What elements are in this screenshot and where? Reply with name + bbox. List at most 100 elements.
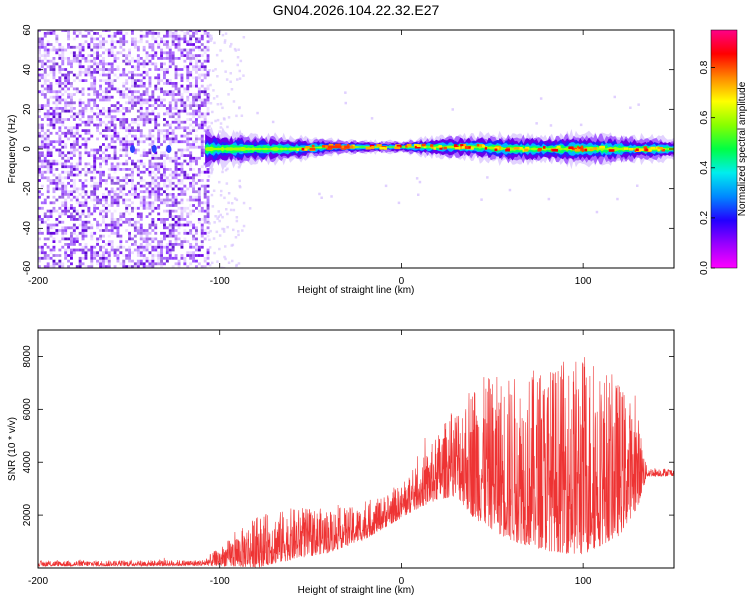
spectrogram-noise-cell — [113, 226, 117, 230]
spectrogram-noise-cell — [168, 65, 172, 69]
spectrogram-noise-cell — [177, 231, 181, 235]
spectrogram-noise-cell — [52, 109, 56, 113]
spectrogram-noise-cell — [219, 122, 223, 125]
spectrogram-noise-cell — [110, 51, 114, 55]
spectrogram-noise-cell — [49, 201, 53, 205]
spectrogram-noise-cell — [157, 181, 161, 185]
spectrogram-noise-cell — [145, 248, 149, 252]
spectrogram-noise-cell — [61, 109, 65, 113]
spectrogram-noise-cell — [160, 40, 163, 44]
spectrogram-noise-cell — [38, 223, 41, 227]
spectrogram-noise-cell — [107, 265, 111, 268]
spectrogram-noise-cell — [186, 90, 190, 94]
spectrogram-noise-cell — [61, 234, 65, 238]
spectrogram-noise-cell — [189, 54, 193, 57]
spectrogram-noise-cell — [174, 262, 178, 266]
spectrogram-noise-cell — [139, 212, 143, 216]
spectrogram-noise-cell — [125, 265, 129, 268]
spectrogram-noise-cell — [67, 131, 70, 135]
spectrogram-noise-cell — [200, 98, 204, 102]
spectrogram-noise-cell — [70, 248, 73, 252]
spectrogram-noise-cell — [192, 259, 195, 263]
spectrogram-noise-cell — [131, 173, 134, 177]
spectrogram-noise-cell — [70, 162, 73, 166]
spectrogram-noise-cell — [110, 195, 114, 199]
spectrogram-noise-cell — [104, 248, 108, 252]
spectrogram-noise-cell — [131, 218, 134, 221]
spectrogram-noise-cell — [186, 40, 190, 44]
spectrogram-noise-cell — [75, 73, 79, 77]
spectrogram-noise-cell — [43, 34, 47, 38]
spectrogram-noise-cell — [104, 79, 108, 82]
spectrogram-noise-cell — [131, 168, 134, 171]
spectrogram-noise-cell — [49, 65, 53, 69]
spectrogram-noise-cell — [87, 168, 91, 171]
spectrogram-noise-cell — [197, 107, 201, 110]
spectrogram-noise-cell — [148, 30, 152, 32]
spectrogram-noise-cell — [142, 248, 146, 252]
spectrogram-noise-cell — [46, 129, 50, 132]
spectrogram-noise-cell — [102, 240, 105, 243]
spectrogram-noise-cell — [206, 198, 210, 202]
spectrogram-noise-cell — [195, 68, 198, 71]
spectrogram-noise-cell — [119, 168, 123, 171]
spectrogram-noise-cell — [113, 198, 117, 202]
spectrogram-noise-cell — [171, 93, 175, 96]
spectrogram-noise-cell — [102, 173, 105, 177]
spectrogram-noise-cell — [209, 83, 212, 87]
spectrogram-noise-cell — [72, 151, 76, 155]
spectrogram-noise-cell — [93, 98, 97, 102]
spectrogram-noise-cell — [180, 170, 184, 174]
x-tick-label: -100 — [210, 276, 230, 287]
spectrogram-noise-cell — [131, 134, 134, 138]
spectrogram-noise-cell — [157, 204, 161, 207]
spectrogram-noise-cell — [116, 30, 120, 32]
spectrogram-noise-cell — [96, 54, 99, 57]
spectrogram-noise-cell — [192, 30, 195, 32]
spectrogram-noise-cell — [90, 76, 94, 80]
spectrogram-noise-cell — [38, 231, 41, 235]
spectrogram-noise-cell — [163, 40, 166, 44]
spectrogram-noise-cell — [93, 254, 97, 257]
spectrogram-noise-cell — [133, 45, 137, 49]
spectrogram-noise-cell — [186, 30, 190, 32]
spectrogram-noise-cell — [49, 179, 53, 182]
spectrogram-noise-cell — [75, 165, 79, 169]
spectrogram-noise-cell — [125, 54, 129, 57]
spectrogram-noise-cell — [180, 223, 184, 227]
spectrogram-noise-cell — [154, 37, 158, 41]
spectrogram-noise-cell — [133, 220, 137, 224]
spectrogram-noise-cell — [75, 173, 79, 177]
spectrogram-noise-cell — [192, 245, 195, 249]
spectrogram-noise-cell — [87, 123, 91, 127]
spectrogram-noise-cell — [55, 262, 59, 266]
spectrogram-noise-cell — [139, 82, 143, 85]
spectrogram-noise-cell — [38, 251, 41, 255]
spectrogram-noise-cell — [139, 170, 143, 174]
spectrogram-noise-cell — [75, 57, 79, 60]
spectrogram-noise-cell — [165, 34, 169, 38]
spectrogram-noise-cell — [183, 126, 187, 130]
spectrogram-noise-cell — [119, 243, 123, 246]
spectrogram-noise-cell — [136, 73, 140, 77]
spectrogram-noise-cell — [131, 223, 134, 227]
spectrogram-noise-cell — [189, 101, 193, 105]
spectrogram-noise-cell — [87, 30, 91, 32]
spectrogram-noise-cell — [177, 223, 181, 227]
spectrogram-noise-cell — [40, 173, 44, 177]
spectrogram-noise-cell — [128, 204, 131, 207]
spectrogram-noise-cell — [180, 148, 184, 152]
spectrogram-noise-cell — [107, 79, 111, 82]
spectrogram-noise-cell — [168, 45, 172, 49]
spectrogram-noise-cell — [43, 112, 47, 116]
spectrogram-noise-cell — [93, 32, 97, 35]
spectrogram-noise-cell — [116, 134, 120, 138]
spectrogram-noise-cell — [183, 34, 187, 38]
spectrogram-noise-cell — [52, 76, 56, 80]
spectrogram-noise-cell — [195, 123, 198, 127]
spectrogram-noise-cell — [46, 218, 50, 221]
spectrogram-noise-cell — [160, 179, 163, 182]
spectrogram-noise-cell — [52, 115, 56, 119]
spectrogram-noise-cell — [113, 193, 117, 196]
spectrogram-noise-cell — [186, 76, 190, 80]
